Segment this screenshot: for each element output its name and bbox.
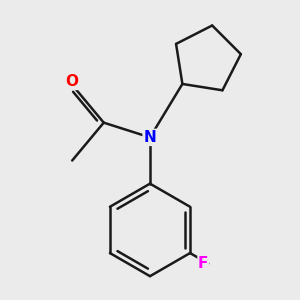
Text: O: O [66,74,79,89]
Text: F: F [198,256,208,271]
Text: N: N [144,130,156,145]
